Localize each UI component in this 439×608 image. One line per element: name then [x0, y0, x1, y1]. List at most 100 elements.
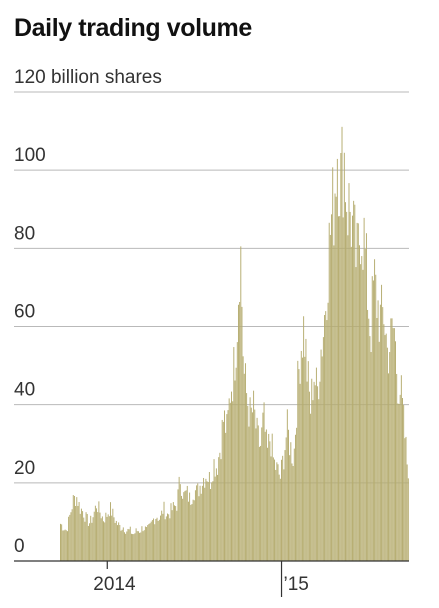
volume-bar	[307, 361, 309, 561]
y-tick-label: 40	[14, 380, 35, 401]
volume-bar	[199, 485, 201, 561]
volume-bar	[299, 383, 301, 561]
volume-bar	[268, 433, 270, 561]
volume-bar	[365, 233, 367, 561]
volume-bar	[143, 530, 145, 561]
volume-bar	[346, 211, 348, 561]
volume-bar	[133, 534, 135, 561]
volume-bar	[149, 523, 151, 561]
volume-bar	[275, 469, 277, 561]
volume-bar	[278, 474, 280, 561]
volume-bar	[217, 474, 219, 561]
volume-bar	[324, 315, 326, 561]
volume-bar	[77, 505, 79, 561]
volume-bar	[198, 496, 200, 561]
volume-bar	[106, 516, 108, 561]
volume-bar	[154, 524, 156, 561]
volume-bar	[236, 342, 238, 561]
volume-bar	[314, 385, 316, 561]
volume-bar	[378, 341, 380, 561]
volume-bar	[256, 417, 258, 561]
volume-bar	[86, 514, 88, 561]
volume-bar	[218, 457, 220, 561]
volume-bar	[180, 495, 182, 561]
volume-bar	[265, 429, 267, 561]
volume-bar	[282, 455, 284, 561]
volume-bar	[271, 433, 273, 561]
volume-bar	[403, 404, 405, 561]
volume-bar	[303, 316, 305, 561]
volume-bar	[156, 517, 158, 561]
volume-bar	[66, 531, 68, 561]
volume-bar	[255, 428, 257, 561]
volume-bar	[119, 524, 121, 561]
volume-bar	[393, 328, 395, 561]
volume-bar	[291, 463, 293, 561]
volume-bar	[229, 402, 231, 561]
volume-bar	[372, 280, 374, 561]
volume-bar	[249, 397, 251, 561]
volume-bar	[63, 530, 65, 561]
volume-bar	[175, 506, 177, 561]
volume-bar	[301, 357, 303, 561]
volume-bar	[225, 432, 227, 561]
volume-bar	[144, 526, 146, 561]
volume-bar	[201, 485, 203, 561]
volume-bar	[286, 409, 288, 561]
axes	[14, 560, 409, 597]
volume-bar	[69, 514, 71, 561]
volume-bar	[161, 510, 163, 561]
volume-bar	[285, 437, 287, 561]
volume-bar	[312, 400, 314, 561]
volume-bar	[60, 523, 61, 561]
volume-bar	[335, 196, 337, 561]
volume-bar	[284, 450, 286, 561]
volume-bar	[120, 530, 122, 561]
volume-bar	[239, 301, 241, 561]
volume-bar	[370, 352, 372, 561]
volume-bar	[355, 267, 357, 561]
volume-bar	[257, 425, 259, 561]
volume-bar	[164, 519, 166, 561]
volume-bar	[318, 399, 320, 561]
volume-bar	[262, 412, 264, 561]
volume-bar	[349, 211, 351, 561]
volume-bar	[406, 464, 408, 561]
volume-bar	[317, 386, 319, 561]
volume-bar	[311, 378, 313, 561]
volume-bar	[334, 193, 336, 561]
volume-bar	[308, 391, 310, 561]
volume-bar	[261, 427, 263, 561]
volume-bar	[167, 513, 168, 561]
volume-bar	[383, 324, 385, 561]
volume-bar	[294, 434, 296, 561]
volume-bar	[174, 505, 175, 561]
volume-bar	[64, 529, 66, 561]
volume-bar	[289, 455, 291, 561]
volume-bar	[147, 525, 149, 561]
y-tick-label: 60	[14, 302, 35, 323]
volume-bar	[336, 158, 338, 562]
volume-bar	[207, 482, 209, 561]
volume-bar	[128, 529, 130, 561]
volume-bar	[310, 413, 312, 561]
volume-bar	[162, 513, 164, 561]
volume-bar	[288, 429, 289, 561]
volume-bar	[87, 525, 89, 561]
volume-bar	[113, 517, 115, 561]
volume-bar	[194, 490, 196, 561]
volume-bar	[123, 532, 125, 561]
volume-bar	[231, 391, 232, 561]
volume-bar	[292, 466, 294, 561]
volume-bar	[151, 520, 153, 561]
volume-bar	[363, 217, 365, 562]
volume-bar	[371, 276, 373, 561]
volume-bar	[348, 183, 350, 561]
volume-bar	[368, 318, 370, 561]
volume-bar	[228, 398, 230, 561]
volume-bar	[214, 476, 216, 561]
volume-bar	[157, 520, 159, 561]
volume-bar	[322, 337, 324, 561]
y-tick-label: 100	[14, 145, 46, 166]
